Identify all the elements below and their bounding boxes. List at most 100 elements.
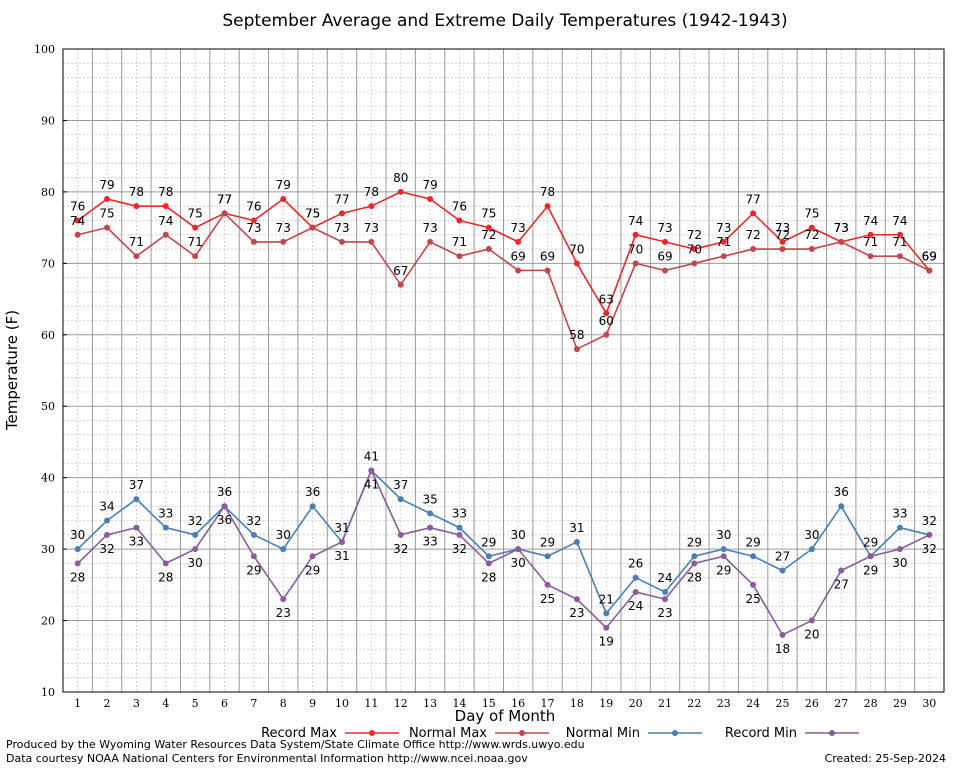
data-label: 60 bbox=[599, 314, 614, 328]
legend-swatch-marker bbox=[519, 730, 525, 736]
x-tick-label: 1 bbox=[74, 697, 81, 710]
data-point bbox=[456, 253, 463, 260]
series-layer bbox=[74, 188, 933, 638]
data-label: 76 bbox=[452, 199, 467, 213]
data-point bbox=[750, 246, 757, 253]
y-tick-label: 80 bbox=[41, 186, 55, 199]
data-label: 72 bbox=[481, 228, 496, 242]
data-label: 23 bbox=[276, 606, 291, 620]
y-tick-label: 20 bbox=[41, 615, 55, 628]
x-tick-label: 8 bbox=[280, 697, 287, 710]
data-point bbox=[162, 524, 169, 531]
data-point bbox=[397, 531, 404, 538]
data-point bbox=[485, 246, 492, 253]
data-label: 25 bbox=[540, 592, 555, 606]
data-point bbox=[573, 538, 580, 545]
data-point bbox=[720, 238, 727, 245]
data-label: 78 bbox=[364, 185, 379, 199]
x-tick-label: 21 bbox=[658, 697, 672, 710]
data-point bbox=[896, 546, 903, 553]
footer-created: Created: 25-Sep-2024 bbox=[825, 752, 946, 765]
data-point bbox=[867, 253, 874, 260]
data-point bbox=[515, 238, 522, 245]
data-point bbox=[104, 224, 111, 231]
data-point bbox=[309, 224, 316, 231]
data-point bbox=[896, 253, 903, 260]
data-point bbox=[309, 553, 316, 560]
data-label: 24 bbox=[657, 571, 672, 585]
data-point bbox=[280, 596, 287, 603]
data-label: 77 bbox=[334, 192, 349, 206]
data-label: 36 bbox=[217, 513, 232, 527]
data-label: 69 bbox=[511, 249, 526, 263]
data-point bbox=[750, 553, 757, 560]
data-point bbox=[192, 224, 199, 231]
data-label: 77 bbox=[745, 192, 760, 206]
data-label: 63 bbox=[599, 292, 614, 306]
data-label: 27 bbox=[775, 550, 790, 564]
data-label: 21 bbox=[599, 592, 614, 606]
data-label: 69 bbox=[540, 249, 555, 263]
data-label: 58 bbox=[569, 328, 584, 342]
series-line-normal-min bbox=[77, 469, 930, 615]
data-point bbox=[515, 267, 522, 274]
data-point bbox=[662, 596, 669, 603]
data-point bbox=[779, 246, 786, 253]
data-label: 30 bbox=[276, 528, 291, 542]
data-point bbox=[867, 553, 874, 560]
data-label: 73 bbox=[834, 221, 849, 235]
x-tick-label: 15 bbox=[482, 697, 496, 710]
data-point bbox=[515, 546, 522, 553]
data-label: 73 bbox=[657, 221, 672, 235]
series-line-record-min bbox=[77, 468, 930, 636]
footer-data-courtesy: Data courtesy NOAA National Centers for … bbox=[6, 752, 528, 765]
data-label: 71 bbox=[892, 235, 907, 249]
data-label: 20 bbox=[804, 628, 819, 642]
y-tick-label: 60 bbox=[41, 329, 55, 342]
data-point bbox=[632, 231, 639, 238]
legend-label: Record Min bbox=[725, 726, 797, 741]
data-label: 30 bbox=[511, 528, 526, 542]
data-point bbox=[691, 560, 698, 567]
data-point bbox=[338, 238, 345, 245]
x-tick-label: 6 bbox=[221, 697, 228, 710]
data-point bbox=[192, 253, 199, 260]
data-label: 25 bbox=[745, 592, 760, 606]
data-label: 32 bbox=[393, 542, 408, 556]
y-tick-label: 40 bbox=[41, 472, 55, 485]
data-label: 32 bbox=[188, 514, 203, 528]
data-label: 71 bbox=[716, 235, 731, 249]
data-label: 73 bbox=[716, 221, 731, 235]
data-label: 70 bbox=[628, 242, 643, 256]
data-label: 79 bbox=[276, 178, 291, 192]
data-point bbox=[838, 238, 845, 245]
data-label: 36 bbox=[834, 485, 849, 499]
data-point bbox=[544, 581, 551, 588]
x-tick-label: 5 bbox=[192, 697, 199, 710]
data-point bbox=[250, 531, 257, 538]
data-label: 31 bbox=[569, 521, 584, 535]
data-label: 75 bbox=[305, 207, 320, 221]
data-point bbox=[133, 253, 140, 260]
data-point bbox=[485, 560, 492, 567]
data-point bbox=[74, 231, 81, 238]
data-label: 23 bbox=[657, 606, 672, 620]
data-point bbox=[427, 196, 434, 203]
data-point bbox=[427, 238, 434, 245]
data-label: 73 bbox=[364, 221, 379, 235]
data-label: 74 bbox=[70, 214, 85, 228]
legend-swatch-marker bbox=[672, 730, 678, 736]
chart-title: September Average and Extreme Daily Temp… bbox=[222, 11, 787, 31]
x-tick-label: 2 bbox=[104, 697, 111, 710]
data-point bbox=[926, 531, 933, 538]
data-label: 73 bbox=[775, 221, 790, 235]
data-label: 37 bbox=[129, 478, 144, 492]
data-label: 73 bbox=[834, 221, 849, 235]
y-tick-label: 10 bbox=[41, 686, 55, 699]
data-point bbox=[280, 238, 287, 245]
data-label: 32 bbox=[922, 514, 937, 528]
data-label: 79 bbox=[422, 178, 437, 192]
data-point bbox=[104, 196, 111, 203]
data-label: 74 bbox=[628, 214, 643, 228]
data-point bbox=[691, 246, 698, 253]
